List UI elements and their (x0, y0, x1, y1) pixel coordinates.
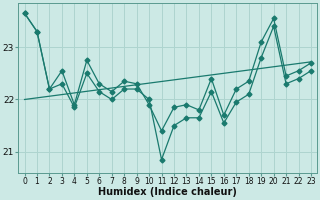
X-axis label: Humidex (Indice chaleur): Humidex (Indice chaleur) (98, 187, 237, 197)
